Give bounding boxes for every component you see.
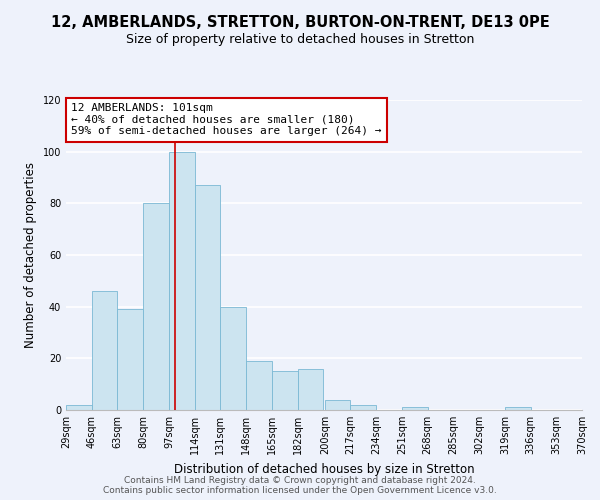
Bar xyxy=(143,204,169,410)
Bar xyxy=(350,405,376,410)
Bar xyxy=(505,408,530,410)
Text: Size of property relative to detached houses in Stretton: Size of property relative to detached ho… xyxy=(126,32,474,46)
Bar xyxy=(325,400,350,410)
X-axis label: Distribution of detached houses by size in Stretton: Distribution of detached houses by size … xyxy=(173,462,475,475)
Bar xyxy=(194,185,220,410)
Bar xyxy=(272,371,298,410)
Bar xyxy=(66,405,92,410)
Text: 12, AMBERLANDS, STRETTON, BURTON-ON-TRENT, DE13 0PE: 12, AMBERLANDS, STRETTON, BURTON-ON-TREN… xyxy=(50,15,550,30)
Bar xyxy=(402,408,428,410)
Bar xyxy=(246,361,272,410)
Bar xyxy=(298,368,323,410)
Bar xyxy=(220,306,246,410)
Text: Contains HM Land Registry data © Crown copyright and database right 2024.
Contai: Contains HM Land Registry data © Crown c… xyxy=(103,476,497,495)
Y-axis label: Number of detached properties: Number of detached properties xyxy=(24,162,37,348)
Text: 12 AMBERLANDS: 101sqm
← 40% of detached houses are smaller (180)
59% of semi-det: 12 AMBERLANDS: 101sqm ← 40% of detached … xyxy=(71,103,382,136)
Bar xyxy=(169,152,194,410)
Bar xyxy=(92,291,118,410)
Bar xyxy=(118,309,143,410)
